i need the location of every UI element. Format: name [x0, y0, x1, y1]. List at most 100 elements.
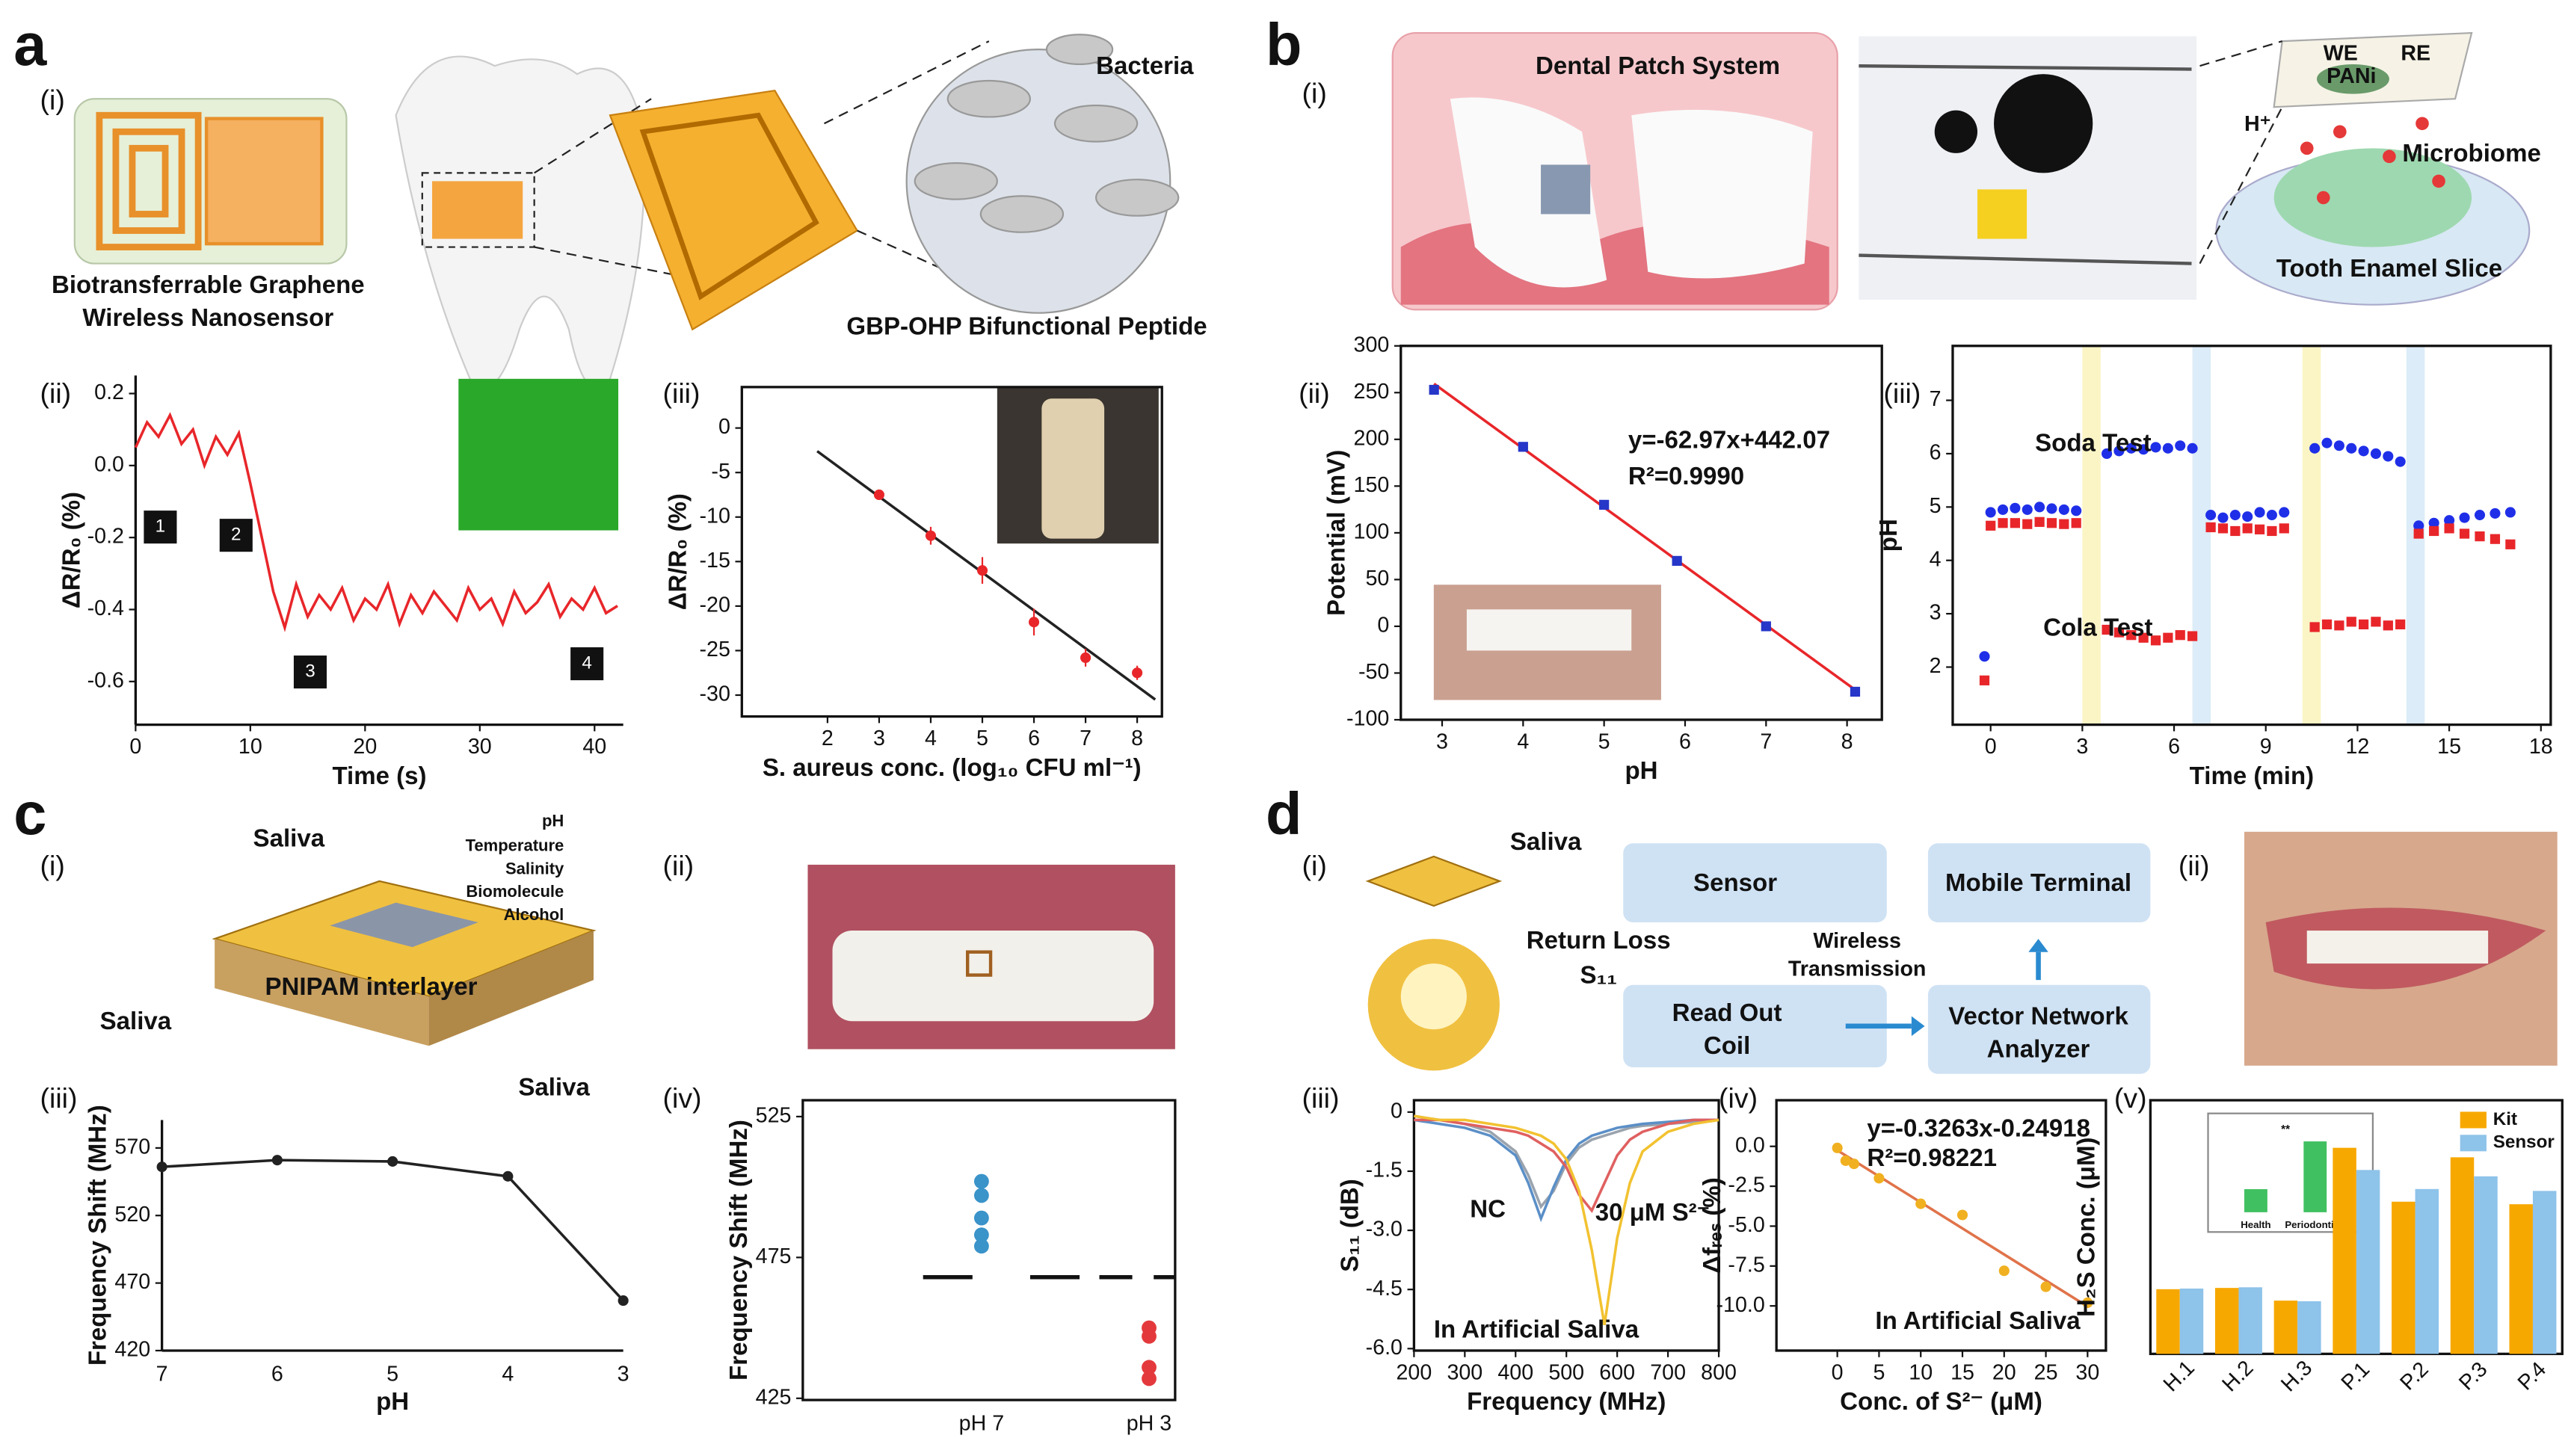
marker	[2254, 524, 2265, 534]
marker	[973, 1238, 989, 1254]
marker	[2490, 508, 2501, 519]
marker	[2428, 517, 2439, 528]
label: Dental Patch System	[1536, 52, 1780, 80]
annotation: In Artificial Saliva	[1875, 1307, 2081, 1335]
marker	[2267, 525, 2277, 537]
marker	[1985, 507, 1996, 518]
x-tick-label: 15	[2437, 735, 2461, 759]
sub-label: (iii)	[1883, 377, 1921, 409]
label: WE	[2324, 41, 2358, 65]
label: Return Loss	[1527, 927, 1671, 954]
marker	[1956, 1209, 1968, 1221]
label: Microbiome	[2402, 140, 2540, 167]
legend-swatch	[2460, 1135, 2487, 1152]
x-tick-label: 5	[976, 727, 988, 750]
marker	[2266, 509, 2277, 521]
marker	[2279, 507, 2290, 518]
annotation-box	[293, 655, 327, 689]
y-tick-label: 7	[1930, 387, 1942, 411]
y-tick-label: -3.0	[1366, 1218, 1402, 1241]
sub-label: (i)	[1302, 850, 1327, 881]
sub-label: (iv)	[1719, 1082, 1758, 1114]
marker	[2321, 619, 2333, 630]
y-tick-label: 150	[1354, 473, 1390, 497]
marker	[2371, 617, 2381, 627]
bar	[2509, 1204, 2533, 1354]
label: PNIPAM interlayer	[265, 973, 477, 1001]
marker	[2082, 1297, 2093, 1308]
annotation: Cola Test	[2043, 614, 2152, 642]
marker	[1979, 675, 1990, 685]
series-line	[1414, 1114, 1719, 1209]
y-axis-label: Frequency Shift (MHz)	[725, 1120, 753, 1381]
marker	[2413, 528, 2424, 539]
y-tick-label: -7.5	[1728, 1253, 1764, 1277]
y-tick-label: 0.2	[94, 380, 124, 404]
y-tick-label: 0.0	[1735, 1133, 1765, 1157]
panel-letter: c	[13, 780, 46, 847]
band	[2082, 345, 2101, 725]
illustration-d	[1365, 843, 2151, 1074]
marker	[1848, 1159, 1859, 1170]
annotation: 30 μM S²⁻	[1595, 1199, 1710, 1227]
x-tick-label: 200	[1396, 1360, 1432, 1384]
marker	[1599, 499, 1610, 510]
marker	[1761, 621, 1771, 632]
sub-label: (i)	[40, 850, 65, 881]
marker	[2125, 442, 2137, 454]
marker	[2429, 525, 2439, 537]
annotation: R²=0.98221	[1867, 1144, 1997, 1172]
marker	[1915, 1198, 1927, 1209]
bar	[2333, 1147, 2356, 1354]
marker	[973, 1227, 989, 1243]
marker	[2309, 622, 2320, 632]
y-tick-label: 5	[1930, 494, 1942, 518]
x-tick-label: H.2	[2217, 1356, 2258, 1396]
marker	[2071, 505, 2082, 516]
x-axis-label: Conc. of S²⁻ (μM)	[1840, 1388, 2042, 1416]
marker	[973, 1188, 989, 1203]
label: Transmission	[1788, 957, 1927, 981]
y-tick-label: 250	[1354, 380, 1390, 404]
annotation: Soda Test	[2035, 430, 2151, 457]
bar	[2214, 1288, 2239, 1354]
y-tick-label: -10	[700, 504, 730, 528]
marker	[156, 1162, 167, 1173]
x-tick-label: 10	[238, 735, 262, 759]
y-tick-label: 0	[1377, 613, 1389, 637]
x-tick-label: 0	[1832, 1360, 1844, 1384]
sub-label: (iii)	[663, 377, 701, 409]
label: Temperature	[466, 836, 564, 854]
y-tick-label: 3	[1930, 601, 1942, 625]
y-tick-label: 420	[114, 1338, 150, 1362]
band	[2192, 345, 2211, 725]
y-tick-label: 425	[756, 1385, 792, 1409]
bar	[2297, 1301, 2321, 1354]
marker	[1672, 555, 1682, 566]
marker	[2474, 509, 2486, 521]
marker	[976, 565, 988, 576]
marker	[2309, 442, 2321, 454]
sub-label: (iii)	[1302, 1082, 1340, 1114]
annotation: R²=0.9990	[1628, 463, 1744, 490]
y-tick-label: 2	[1930, 654, 1942, 678]
inset-photo	[458, 378, 619, 531]
x-tick-label: 600	[1599, 1360, 1635, 1384]
label: Saliva	[100, 1008, 172, 1035]
x-tick-label: 0	[129, 735, 141, 759]
x-tick-label: 30	[468, 735, 492, 759]
x-tick-label: 500	[1548, 1360, 1584, 1384]
label: Sensor	[1693, 869, 1777, 897]
label: Saliva	[1510, 828, 1582, 856]
x-axis-label: pH	[376, 1388, 409, 1416]
annotation: 2	[231, 525, 241, 545]
y-tick-label: 300	[1354, 333, 1390, 357]
marker	[387, 1156, 398, 1167]
y-axis-label: H₂S Conc. (μM)	[2072, 1137, 2100, 1317]
marker	[2444, 515, 2455, 526]
x-tick-label: 20	[353, 735, 377, 759]
marker	[2242, 523, 2253, 534]
x-tick-label: 3	[873, 727, 885, 750]
series-line	[816, 450, 1157, 701]
y-tick-label: -15	[700, 549, 730, 573]
